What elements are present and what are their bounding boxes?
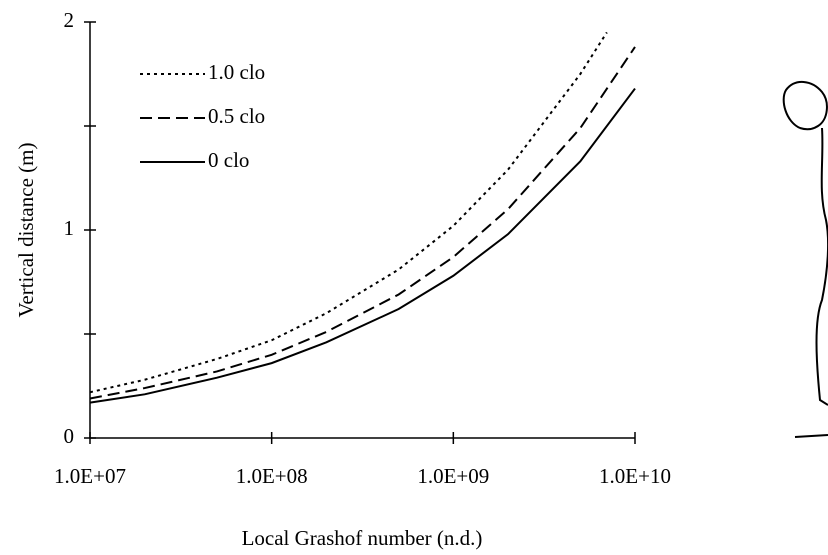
series-line [89, 31, 608, 394]
figure-body [815, 127, 828, 406]
figure-drawing [782, 81, 828, 438]
series-line [89, 46, 636, 400]
y-tick-label: 1 [64, 216, 75, 240]
legend-label: 0.5 clo [208, 104, 265, 128]
y-tick-label: 0 [64, 424, 75, 448]
x-axis-title: Local Grashof number (n.d.) [242, 526, 483, 550]
y-tick-label: 2 [64, 8, 75, 32]
figure-foot [794, 434, 828, 438]
x-tick-label: 1.0E+07 [54, 464, 126, 488]
x-tick-label: 1.0E+08 [236, 464, 308, 488]
x-tick-label: 1.0E+10 [599, 464, 671, 488]
figure-head [782, 81, 828, 131]
legend-label: 1.0 clo [208, 60, 265, 84]
x-tick-label: 1.0E+09 [417, 464, 489, 488]
y-axis-title: Vertical distance (m) [14, 143, 38, 318]
legend-label: 0 clo [208, 148, 249, 172]
series-line [89, 87, 636, 404]
